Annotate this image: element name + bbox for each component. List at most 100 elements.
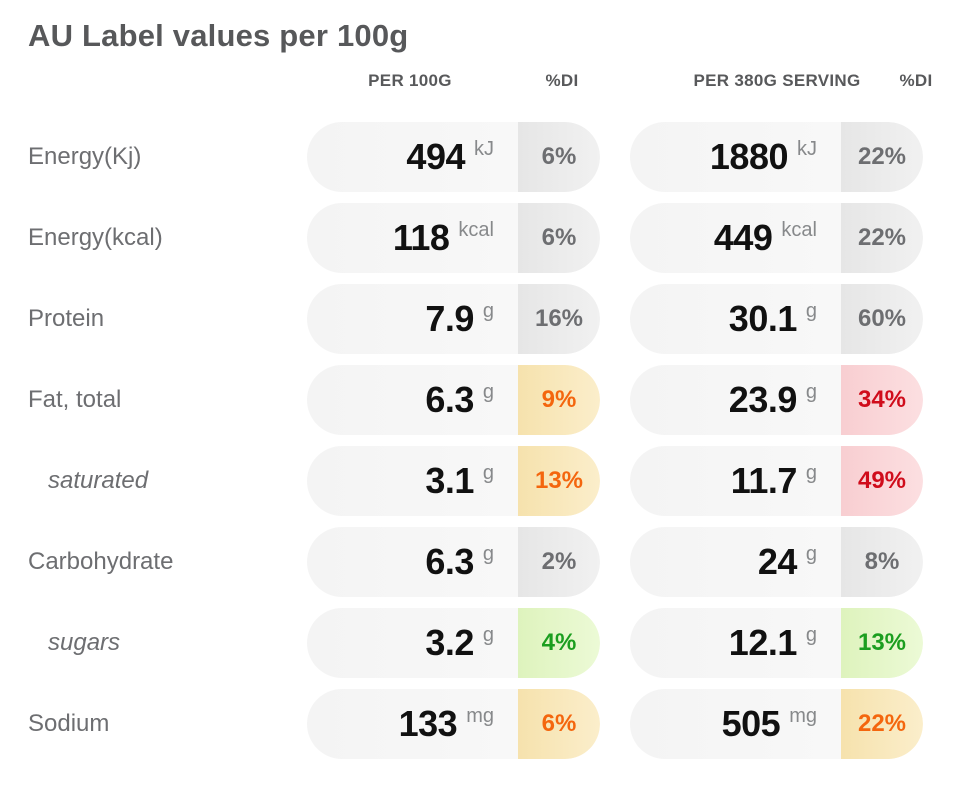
per-100g-pill: 133 mg 6% xyxy=(307,689,600,759)
di-badge: 6% xyxy=(518,203,600,273)
table-row: Carbohydrate 6.3 g 2% 24 g 8% xyxy=(0,527,980,597)
nutrient-value: 449 xyxy=(713,217,773,258)
col-header-per-serving: PER 380G SERVING xyxy=(693,71,861,90)
di-badge: 13% xyxy=(518,446,600,516)
table-row: Sodium 133 mg 6% 505 mg 22% xyxy=(0,689,980,759)
nutrient-value: 7.9 xyxy=(425,298,474,339)
value-section: 12.1 g xyxy=(630,608,841,678)
per-100g-pill: 6.3 g 2% xyxy=(307,527,600,597)
di-badge: 34% xyxy=(841,365,923,435)
nutrition-table: Energy(Kj) 494 kJ 6% 1880 kJ 22% Energy(… xyxy=(0,122,980,770)
value-section: 7.9 g xyxy=(307,284,518,354)
nutrient-value: 3.2 xyxy=(425,622,474,663)
col-header-di-per-100g: %DI xyxy=(545,71,579,90)
col-header-di-serving: %DI xyxy=(899,71,933,90)
nutrient-label: Carbohydrate xyxy=(28,548,174,575)
nutrient-value: 494 xyxy=(406,136,465,177)
unit-label: kJ xyxy=(797,138,817,160)
di-badge: 16% xyxy=(518,284,600,354)
per-serving-pill: 449 kcal 22% xyxy=(630,203,923,273)
unit-label: g xyxy=(482,381,494,403)
per-100g-pill: 494 kJ 6% xyxy=(307,122,600,192)
unit-label: g xyxy=(805,381,817,403)
table-row: sugars 3.2 g 4% 12.1 g 13% xyxy=(0,608,980,678)
di-badge: 4% xyxy=(518,608,600,678)
per-serving-pill: 12.1 g 13% xyxy=(630,608,923,678)
nutrient-value: 11.7 xyxy=(730,460,798,501)
unit-label: g xyxy=(805,300,817,322)
nutrient-value: 505 xyxy=(721,703,781,744)
value-section: 505 mg xyxy=(630,689,841,759)
unit-label: g xyxy=(805,543,817,565)
unit-label: kcal xyxy=(458,219,494,241)
value-section: 24 g xyxy=(630,527,841,597)
per-serving-pill: 1880 kJ 22% xyxy=(630,122,923,192)
value-section: 30.1 g xyxy=(630,284,841,354)
value-section: 494 kJ xyxy=(307,122,518,192)
value-section: 11.7 g xyxy=(630,446,841,516)
value-section: 6.3 g xyxy=(307,365,518,435)
unit-label: kcal xyxy=(781,219,817,241)
nutrient-value: 3.1 xyxy=(425,460,474,501)
unit-label: mg xyxy=(466,705,494,727)
di-badge: 49% xyxy=(841,446,923,516)
per-100g-pill: 118 kcal 6% xyxy=(307,203,600,273)
di-badge: 22% xyxy=(841,203,923,273)
per-serving-pill: 11.7 g 49% xyxy=(630,446,923,516)
nutrient-value: 6.3 xyxy=(425,379,474,420)
table-row: Energy(kcal) 118 kcal 6% 449 kcal 22% xyxy=(0,203,980,273)
unit-label: g xyxy=(482,300,494,322)
nutrient-label: Energy(Kj) xyxy=(28,143,142,170)
page-title: AU Label values per 100g xyxy=(28,18,409,53)
di-badge: 8% xyxy=(841,527,923,597)
unit-label: g xyxy=(805,462,817,484)
di-badge: 22% xyxy=(841,689,923,759)
unit-label: kJ xyxy=(474,138,494,160)
nutrient-value: 30.1 xyxy=(728,298,798,339)
nutrient-label: Protein xyxy=(28,305,105,332)
nutrient-value: 24 xyxy=(757,541,798,582)
di-badge: 13% xyxy=(841,608,923,678)
nutrient-value: 1880 xyxy=(709,136,789,177)
unit-label: g xyxy=(482,624,494,646)
nutrient-label: saturated xyxy=(48,467,149,494)
per-serving-pill: 505 mg 22% xyxy=(630,689,923,759)
nutrient-value: 118 xyxy=(392,217,450,258)
table-row: saturated 3.1 g 13% 11.7 g 49% xyxy=(0,446,980,516)
nutrient-value: 12.1 xyxy=(728,622,798,663)
di-badge: 2% xyxy=(518,527,600,597)
per-100g-pill: 3.2 g 4% xyxy=(307,608,600,678)
col-header-per-100g: PER 100G xyxy=(368,71,452,90)
nutrient-value: 23.9 xyxy=(728,379,798,420)
nutrient-label: sugars xyxy=(48,629,121,656)
value-section: 1880 kJ xyxy=(630,122,841,192)
value-section: 3.1 g xyxy=(307,446,518,516)
value-section: 118 kcal xyxy=(307,203,518,273)
di-badge: 9% xyxy=(518,365,600,435)
value-section: 449 kcal xyxy=(630,203,841,273)
unit-label: g xyxy=(482,543,494,565)
unit-label: g xyxy=(482,462,494,484)
value-section: 3.2 g xyxy=(307,608,518,678)
unit-label: mg xyxy=(789,705,817,727)
per-serving-pill: 24 g 8% xyxy=(630,527,923,597)
value-section: 23.9 g xyxy=(630,365,841,435)
table-row: Fat, total 6.3 g 9% 23.9 g 34% xyxy=(0,365,980,435)
nutrient-label: Energy(kcal) xyxy=(28,224,163,251)
nutrient-label: Sodium xyxy=(28,710,110,737)
di-badge: 22% xyxy=(841,122,923,192)
di-badge: 6% xyxy=(518,689,600,759)
per-100g-pill: 6.3 g 9% xyxy=(307,365,600,435)
unit-label: g xyxy=(805,624,817,646)
table-row: Energy(Kj) 494 kJ 6% 1880 kJ 22% xyxy=(0,122,980,192)
table-row: Protein 7.9 g 16% 30.1 g 60% xyxy=(0,284,980,354)
value-section: 133 mg xyxy=(307,689,518,759)
per-serving-pill: 30.1 g 60% xyxy=(630,284,923,354)
per-100g-pill: 3.1 g 13% xyxy=(307,446,600,516)
per-serving-pill: 23.9 g 34% xyxy=(630,365,923,435)
per-100g-pill: 7.9 g 16% xyxy=(307,284,600,354)
nutrient-label: Fat, total xyxy=(28,386,122,413)
value-section: 6.3 g xyxy=(307,527,518,597)
di-badge: 6% xyxy=(518,122,600,192)
